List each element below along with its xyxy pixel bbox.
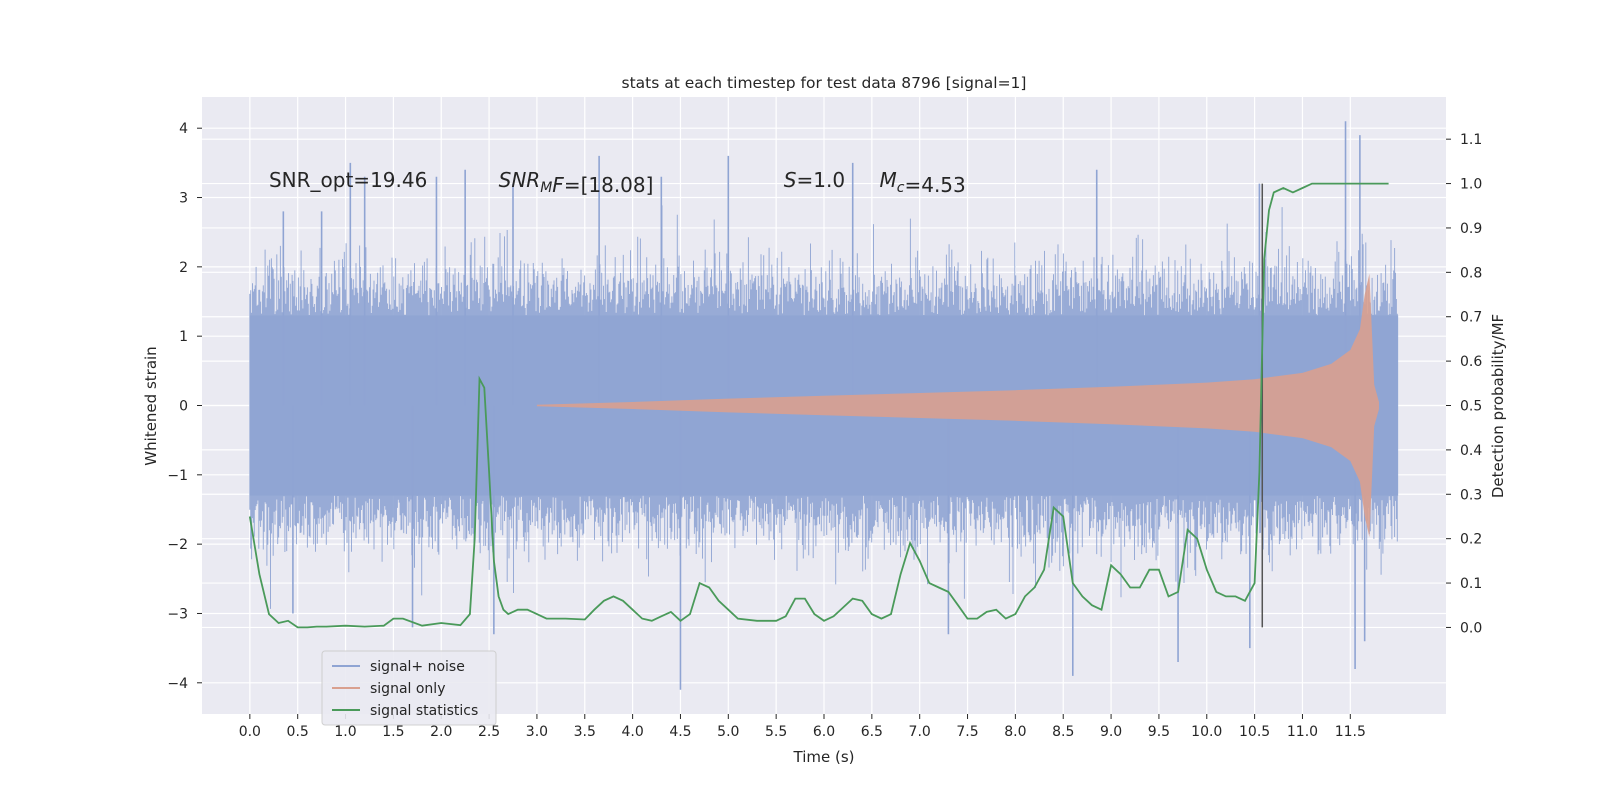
annotation: S=1.0 — [784, 168, 845, 192]
y-axis-label-right: Detection probability/MF — [1489, 314, 1507, 498]
x-tick-label: 5.0 — [717, 724, 739, 740]
y-right-tick-label: 1.1 — [1460, 132, 1482, 148]
annotation-part: F — [552, 173, 564, 197]
y-right-tick-label: 0.0 — [1460, 620, 1482, 636]
annotations: SNR_opt=19.46 SNRMF=[18.08] S=1.0 Mc=4.53 — [269, 168, 966, 197]
legend-entry: signal+ noise — [370, 659, 465, 675]
y-right-tick-label: 0.8 — [1460, 265, 1482, 281]
x-tick-label: 4.5 — [669, 724, 691, 740]
legend-box — [321, 650, 497, 726]
annotation-part: =[18.08] — [564, 173, 654, 197]
x-tick-label: 1.0 — [334, 724, 356, 740]
axes: 0.0 0.5 1.0 1.5 2.0 2.5 3.0 3.5 4.0 4.5 5.0 5.5 6.0 6… — [167, 121, 1482, 740]
x-tick-label: 4.0 — [621, 724, 643, 740]
annotation-part: =1.0 — [797, 168, 846, 192]
annotation: Mc=4.53 — [880, 168, 966, 197]
x-tick-label: 10.5 — [1239, 724, 1270, 740]
signal-statistics-series — [248, 182, 1389, 629]
y-right-tick-label: 0.2 — [1460, 532, 1482, 548]
x-tick-label: 3.0 — [526, 724, 548, 740]
annotation-part: SNR — [499, 168, 541, 192]
legend: signal+ noise signal only signal statistic… — [321, 650, 497, 726]
x-tick-label: 2.0 — [430, 724, 452, 740]
x-tick-label: 9.5 — [1148, 724, 1170, 740]
x-tick-label: 1.5 — [382, 724, 404, 740]
y-left-tick-label: −2 — [167, 537, 188, 553]
y-left-tick-label: 4 — [179, 121, 188, 137]
y-right-tick-label: 0.5 — [1460, 399, 1482, 415]
annotation-part: =4.53 — [904, 173, 965, 197]
y-left-tick-label: −3 — [167, 606, 188, 622]
annotation-part: M — [540, 180, 552, 196]
annotation-part: c — [897, 180, 905, 196]
x-tick-label: 5.5 — [765, 724, 787, 740]
x-tick-label: 3.5 — [574, 724, 596, 740]
x-tick-label: 6.5 — [861, 724, 883, 740]
x-tick-label: 2.5 — [478, 724, 500, 740]
x-tick-label: 8.0 — [1004, 724, 1026, 740]
y-left-tick-label: −4 — [167, 676, 188, 692]
y-right-tick-label: 0.7 — [1460, 310, 1482, 326]
legend-entry: signal statistics — [370, 703, 478, 719]
x-tick-label: 11.0 — [1287, 724, 1318, 740]
x-tick-label: 0.0 — [239, 724, 261, 740]
y-right-tick-label: 0.6 — [1460, 354, 1482, 370]
x-tick-label: 9.0 — [1100, 724, 1122, 740]
annotation: SNR_opt=19.46 — [269, 168, 427, 192]
annotation-part: SNR_opt=19.46 — [269, 168, 427, 192]
x-tick-label: 7.5 — [956, 724, 978, 740]
x-axis-label: Time (s) — [793, 748, 855, 766]
annotation-part: S — [784, 168, 797, 192]
x-tick-label: 11.5 — [1335, 724, 1366, 740]
y-right-tick-label: 1.0 — [1460, 177, 1482, 193]
y-left-tick-label: 2 — [179, 260, 188, 276]
signal-only-series — [536, 273, 1379, 538]
y-right-tick-label: 0.9 — [1460, 221, 1482, 237]
chart-title: stats at each timestep for test data 879… — [622, 74, 1027, 92]
x-tick-label: 10.0 — [1191, 724, 1222, 740]
y-left-tick-label: 3 — [179, 191, 188, 207]
y-right-tick-label: 0.4 — [1460, 443, 1482, 459]
x-tick-label: 0.5 — [287, 724, 309, 740]
x-tick-label: 8.5 — [1052, 724, 1074, 740]
annotation: SNRMF=[18.08] — [499, 168, 654, 197]
x-tick-label: 6.0 — [813, 724, 835, 740]
y-right-tick-label: 0.3 — [1460, 487, 1482, 503]
series-layer — [248, 121, 1399, 690]
y-left-tick-label: 0 — [179, 399, 188, 415]
y-axis-label-left: Whitened strain — [142, 346, 160, 465]
y-left-tick-label: 1 — [179, 329, 188, 345]
y-right-tick-label: 0.1 — [1460, 576, 1482, 592]
x-tick-label: 7.0 — [909, 724, 931, 740]
y-left-tick-label: −1 — [167, 468, 188, 484]
legend-entry: signal only — [370, 681, 445, 697]
annotation-part: M — [880, 168, 897, 192]
